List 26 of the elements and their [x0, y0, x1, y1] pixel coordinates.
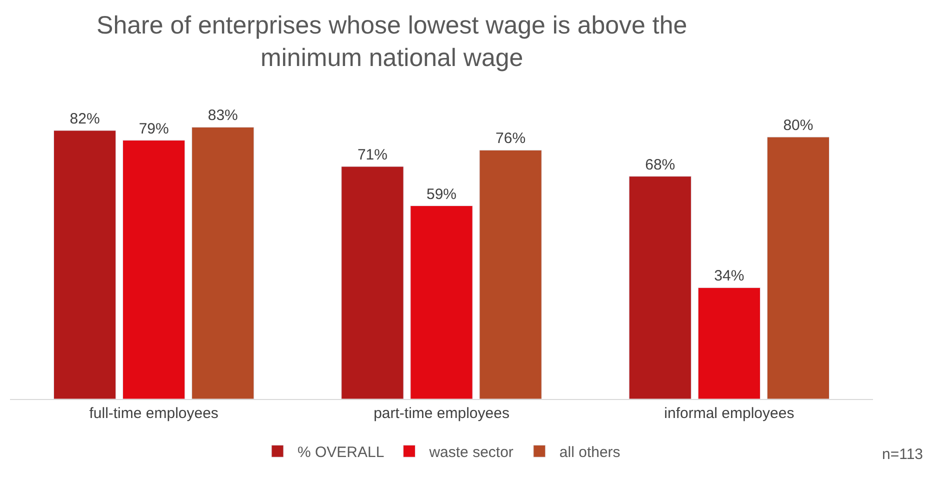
data-label: 71% — [357, 146, 388, 164]
data-label: 79% — [138, 120, 169, 138]
data-label: 82% — [70, 110, 100, 128]
data-label: 76% — [496, 130, 526, 148]
bar — [766, 136, 830, 399]
x-tick-label: full-time employees — [89, 405, 218, 422]
data-label: 68% — [645, 156, 676, 174]
bar — [53, 130, 116, 399]
legend-label: waste sector — [428, 444, 514, 461]
bar — [628, 176, 692, 399]
bar — [698, 287, 760, 399]
data-label: 34% — [714, 268, 744, 285]
bar — [341, 166, 404, 399]
data-label: 83% — [208, 107, 238, 124]
bar — [192, 126, 254, 399]
legend-label: all others — [559, 444, 620, 461]
data-label: 59% — [426, 186, 457, 203]
text: n=113 — [882, 446, 924, 463]
chart-title: Share of enterprises whose lowest wage is above the minimum national wage — [96, 11, 688, 72]
bar — [410, 206, 473, 399]
x-tick-label: part-time employees — [374, 405, 510, 422]
bar — [479, 150, 542, 399]
x-tick-label: informal employees — [664, 405, 794, 422]
bar — [122, 140, 186, 399]
legend-label: % OVERALL — [298, 444, 384, 461]
data-label: 80% — [783, 117, 814, 134]
